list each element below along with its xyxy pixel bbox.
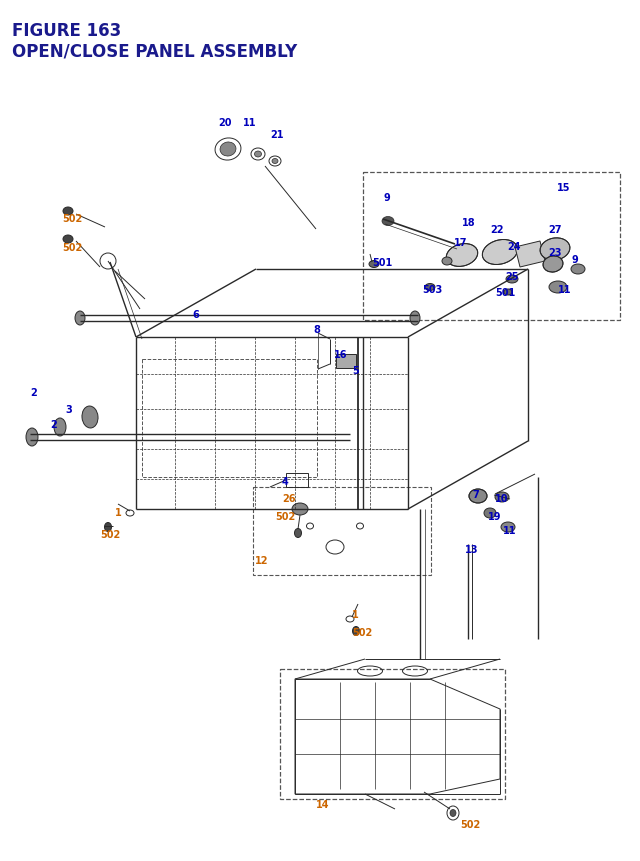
Text: 22: 22 xyxy=(490,225,504,235)
Text: 9: 9 xyxy=(383,193,390,202)
Text: 7: 7 xyxy=(472,489,479,499)
Text: FIGURE 163: FIGURE 163 xyxy=(12,22,121,40)
Text: 14: 14 xyxy=(316,799,330,809)
Text: 4: 4 xyxy=(282,476,289,486)
Ellipse shape xyxy=(504,289,512,295)
Ellipse shape xyxy=(220,143,236,157)
Text: 502: 502 xyxy=(62,214,83,224)
Ellipse shape xyxy=(272,159,278,164)
Ellipse shape xyxy=(506,276,518,283)
Ellipse shape xyxy=(75,312,85,325)
Ellipse shape xyxy=(104,523,111,532)
Ellipse shape xyxy=(255,152,262,158)
Text: 9: 9 xyxy=(572,255,579,264)
Text: 11: 11 xyxy=(503,525,516,536)
Text: 2: 2 xyxy=(50,419,57,430)
Ellipse shape xyxy=(543,257,563,273)
Bar xyxy=(142,360,317,478)
Text: 503: 503 xyxy=(422,285,442,294)
Ellipse shape xyxy=(501,523,515,532)
Ellipse shape xyxy=(469,489,487,504)
Ellipse shape xyxy=(292,504,308,516)
Ellipse shape xyxy=(571,264,585,275)
Ellipse shape xyxy=(540,238,570,261)
Ellipse shape xyxy=(484,508,496,518)
Text: 26: 26 xyxy=(282,493,296,504)
Text: 1: 1 xyxy=(115,507,122,517)
Text: 2: 2 xyxy=(30,387,36,398)
Text: 13: 13 xyxy=(465,544,479,554)
Text: 12: 12 xyxy=(255,555,269,566)
Bar xyxy=(286,474,308,487)
Text: 27: 27 xyxy=(548,225,561,235)
Ellipse shape xyxy=(369,261,379,268)
Text: 502: 502 xyxy=(460,819,480,829)
Ellipse shape xyxy=(63,236,73,244)
Text: 11: 11 xyxy=(558,285,572,294)
Ellipse shape xyxy=(425,284,435,291)
Text: 502: 502 xyxy=(62,243,83,253)
Ellipse shape xyxy=(26,429,38,447)
Text: 18: 18 xyxy=(462,218,476,228)
Ellipse shape xyxy=(446,245,477,267)
Ellipse shape xyxy=(549,282,567,294)
Text: 502: 502 xyxy=(352,628,372,637)
Text: 501: 501 xyxy=(372,257,392,268)
Text: OPEN/CLOSE PANEL ASSEMBLY: OPEN/CLOSE PANEL ASSEMBLY xyxy=(12,42,297,60)
Ellipse shape xyxy=(353,627,360,635)
Text: 24: 24 xyxy=(507,242,520,251)
Text: 8: 8 xyxy=(313,325,320,335)
Text: 6: 6 xyxy=(192,310,199,319)
Bar xyxy=(253,487,431,575)
Ellipse shape xyxy=(294,529,301,538)
Bar xyxy=(363,173,620,320)
Ellipse shape xyxy=(82,406,98,429)
Ellipse shape xyxy=(63,208,73,216)
Text: 20: 20 xyxy=(218,118,232,127)
Text: 502: 502 xyxy=(275,511,295,522)
Polygon shape xyxy=(515,242,545,268)
Text: 11: 11 xyxy=(243,118,257,127)
Text: 502: 502 xyxy=(100,530,120,539)
Ellipse shape xyxy=(442,257,452,266)
Ellipse shape xyxy=(382,217,394,226)
Text: 19: 19 xyxy=(488,511,502,522)
Text: 10: 10 xyxy=(495,493,509,504)
Text: 15: 15 xyxy=(557,183,570,193)
Text: 16: 16 xyxy=(334,350,348,360)
Ellipse shape xyxy=(450,809,456,816)
Text: 23: 23 xyxy=(548,248,561,257)
Text: 1: 1 xyxy=(352,610,359,619)
Ellipse shape xyxy=(54,418,66,437)
Text: 501: 501 xyxy=(495,288,515,298)
Bar xyxy=(336,355,356,369)
Bar xyxy=(280,669,505,799)
Text: 3: 3 xyxy=(65,405,72,414)
Ellipse shape xyxy=(410,312,420,325)
Text: 5: 5 xyxy=(352,366,359,375)
Text: 17: 17 xyxy=(454,238,467,248)
Text: 25: 25 xyxy=(505,272,518,282)
Text: 21: 21 xyxy=(270,130,284,139)
Ellipse shape xyxy=(483,240,518,265)
Ellipse shape xyxy=(495,492,509,503)
